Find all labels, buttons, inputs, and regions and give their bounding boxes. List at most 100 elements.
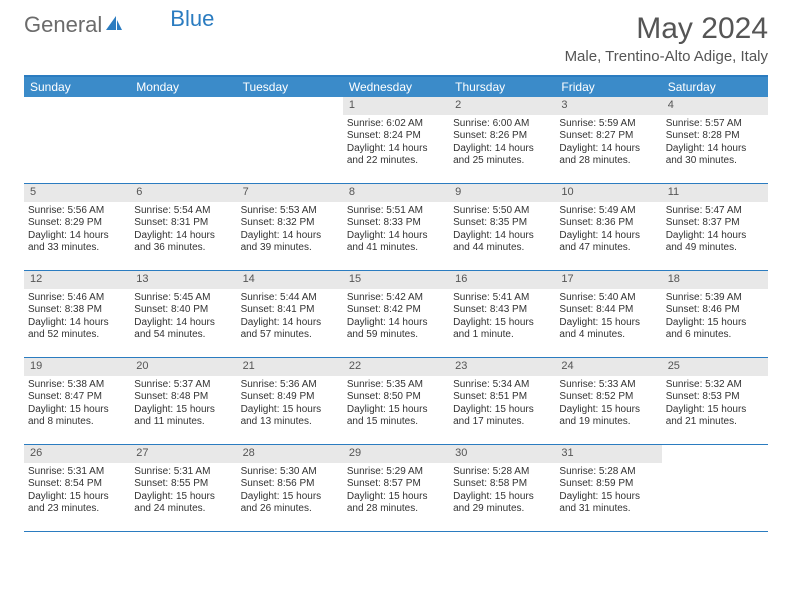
calendar: SundayMondayTuesdayWednesdayThursdayFrid… (24, 75, 768, 532)
sunset-text: Sunset: 8:40 PM (134, 304, 232, 317)
sunset-text: Sunset: 8:46 PM (666, 304, 764, 317)
sunrise-text: Sunrise: 5:50 AM (453, 205, 551, 218)
day-cell: 31Sunrise: 5:28 AMSunset: 8:59 PMDayligh… (555, 445, 661, 531)
day-cell: 2Sunrise: 6:00 AMSunset: 8:26 PMDaylight… (449, 97, 555, 183)
day-cell: 4Sunrise: 5:57 AMSunset: 8:28 PMDaylight… (662, 97, 768, 183)
day-body: Sunrise: 5:59 AMSunset: 8:27 PMDaylight:… (555, 115, 661, 172)
sunrise-text: Sunrise: 5:56 AM (28, 205, 126, 218)
daylight-text: Daylight: 15 hours and 1 minute. (453, 317, 551, 342)
sunset-text: Sunset: 8:38 PM (28, 304, 126, 317)
day-cell: 10Sunrise: 5:49 AMSunset: 8:36 PMDayligh… (555, 184, 661, 270)
day-number: 9 (449, 184, 555, 202)
sunset-text: Sunset: 8:44 PM (559, 304, 657, 317)
sunset-text: Sunset: 8:42 PM (347, 304, 445, 317)
sunset-text: Sunset: 8:57 PM (347, 478, 445, 491)
day-body: Sunrise: 5:28 AMSunset: 8:58 PMDaylight:… (449, 463, 555, 520)
day-cell: 13Sunrise: 5:45 AMSunset: 8:40 PMDayligh… (130, 271, 236, 357)
sunset-text: Sunset: 8:33 PM (347, 217, 445, 230)
day-number: 10 (555, 184, 661, 202)
sunset-text: Sunset: 8:49 PM (241, 391, 339, 404)
day-body: Sunrise: 5:45 AMSunset: 8:40 PMDaylight:… (130, 289, 236, 346)
daylight-text: Daylight: 15 hours and 21 minutes. (666, 404, 764, 429)
sunrise-text: Sunrise: 5:45 AM (134, 292, 232, 305)
daylight-text: Daylight: 15 hours and 31 minutes. (559, 491, 657, 516)
daylight-text: Daylight: 14 hours and 44 minutes. (453, 230, 551, 255)
sunset-text: Sunset: 8:37 PM (666, 217, 764, 230)
day-body: Sunrise: 5:56 AMSunset: 8:29 PMDaylight:… (24, 202, 130, 259)
day-number: 1 (343, 97, 449, 115)
day-number: 3 (555, 97, 661, 115)
day-number: 22 (343, 358, 449, 376)
day-number: 25 (662, 358, 768, 376)
day-body: Sunrise: 5:39 AMSunset: 8:46 PMDaylight:… (662, 289, 768, 346)
day-number: 21 (237, 358, 343, 376)
day-number: 30 (449, 445, 555, 463)
sunset-text: Sunset: 8:28 PM (666, 130, 764, 143)
weekday-row: SundayMondayTuesdayWednesdayThursdayFrid… (24, 77, 768, 97)
day-number: 8 (343, 184, 449, 202)
day-number: 24 (555, 358, 661, 376)
weekday-header: Sunday (24, 77, 130, 97)
logo-text-1: General (24, 12, 102, 38)
day-number: 20 (130, 358, 236, 376)
daylight-text: Daylight: 15 hours and 17 minutes. (453, 404, 551, 429)
sunset-text: Sunset: 8:47 PM (28, 391, 126, 404)
day-body: Sunrise: 5:29 AMSunset: 8:57 PMDaylight:… (343, 463, 449, 520)
day-number: 16 (449, 271, 555, 289)
sunrise-text: Sunrise: 5:29 AM (347, 466, 445, 479)
day-body: Sunrise: 5:57 AMSunset: 8:28 PMDaylight:… (662, 115, 768, 172)
day-body: Sunrise: 5:54 AMSunset: 8:31 PMDaylight:… (130, 202, 236, 259)
daylight-text: Daylight: 14 hours and 57 minutes. (241, 317, 339, 342)
sunrise-text: Sunrise: 5:39 AM (666, 292, 764, 305)
day-number: 28 (237, 445, 343, 463)
day-body: Sunrise: 5:35 AMSunset: 8:50 PMDaylight:… (343, 376, 449, 433)
day-body: Sunrise: 5:33 AMSunset: 8:52 PMDaylight:… (555, 376, 661, 433)
sunset-text: Sunset: 8:53 PM (666, 391, 764, 404)
daylight-text: Daylight: 14 hours and 33 minutes. (28, 230, 126, 255)
day-number: 14 (237, 271, 343, 289)
day-cell: 11Sunrise: 5:47 AMSunset: 8:37 PMDayligh… (662, 184, 768, 270)
day-body: Sunrise: 5:38 AMSunset: 8:47 PMDaylight:… (24, 376, 130, 433)
daylight-text: Daylight: 15 hours and 6 minutes. (666, 317, 764, 342)
day-cell: 18Sunrise: 5:39 AMSunset: 8:46 PMDayligh… (662, 271, 768, 357)
day-number: 19 (24, 358, 130, 376)
day-number: 18 (662, 271, 768, 289)
day-number: 5 (24, 184, 130, 202)
day-body: Sunrise: 6:00 AMSunset: 8:26 PMDaylight:… (449, 115, 555, 172)
day-cell: 21Sunrise: 5:36 AMSunset: 8:49 PMDayligh… (237, 358, 343, 444)
daylight-text: Daylight: 14 hours and 36 minutes. (134, 230, 232, 255)
daylight-text: Daylight: 14 hours and 41 minutes. (347, 230, 445, 255)
daylight-text: Daylight: 15 hours and 26 minutes. (241, 491, 339, 516)
sunset-text: Sunset: 8:55 PM (134, 478, 232, 491)
day-number: 13 (130, 271, 236, 289)
day-body: Sunrise: 5:31 AMSunset: 8:55 PMDaylight:… (130, 463, 236, 520)
day-cell: 3Sunrise: 5:59 AMSunset: 8:27 PMDaylight… (555, 97, 661, 183)
sunrise-text: Sunrise: 5:31 AM (134, 466, 232, 479)
day-cell: 22Sunrise: 5:35 AMSunset: 8:50 PMDayligh… (343, 358, 449, 444)
day-cell: 8Sunrise: 5:51 AMSunset: 8:33 PMDaylight… (343, 184, 449, 270)
day-cell: 20Sunrise: 5:37 AMSunset: 8:48 PMDayligh… (130, 358, 236, 444)
sunset-text: Sunset: 8:54 PM (28, 478, 126, 491)
location: Male, Trentino-Alto Adige, Italy (565, 48, 768, 65)
daylight-text: Daylight: 14 hours and 54 minutes. (134, 317, 232, 342)
sunset-text: Sunset: 8:50 PM (347, 391, 445, 404)
day-number: 26 (24, 445, 130, 463)
weekday-header: Tuesday (237, 77, 343, 97)
day-cell: 1Sunrise: 6:02 AMSunset: 8:24 PMDaylight… (343, 97, 449, 183)
day-body: Sunrise: 5:50 AMSunset: 8:35 PMDaylight:… (449, 202, 555, 259)
day-body: Sunrise: 5:51 AMSunset: 8:33 PMDaylight:… (343, 202, 449, 259)
day-body: Sunrise: 5:49 AMSunset: 8:36 PMDaylight:… (555, 202, 661, 259)
daylight-text: Daylight: 14 hours and 28 minutes. (559, 143, 657, 168)
day-cell: 7Sunrise: 5:53 AMSunset: 8:32 PMDaylight… (237, 184, 343, 270)
sunrise-text: Sunrise: 5:57 AM (666, 118, 764, 131)
sunrise-text: Sunrise: 5:37 AM (134, 379, 232, 392)
sunrise-text: Sunrise: 5:28 AM (559, 466, 657, 479)
day-body: Sunrise: 5:37 AMSunset: 8:48 PMDaylight:… (130, 376, 236, 433)
day-cell: 24Sunrise: 5:33 AMSunset: 8:52 PMDayligh… (555, 358, 661, 444)
week-row: 26Sunrise: 5:31 AMSunset: 8:54 PMDayligh… (24, 445, 768, 532)
sunset-text: Sunset: 8:36 PM (559, 217, 657, 230)
day-body: Sunrise: 5:30 AMSunset: 8:56 PMDaylight:… (237, 463, 343, 520)
sunset-text: Sunset: 8:32 PM (241, 217, 339, 230)
sunset-text: Sunset: 8:59 PM (559, 478, 657, 491)
daylight-text: Daylight: 15 hours and 23 minutes. (28, 491, 126, 516)
